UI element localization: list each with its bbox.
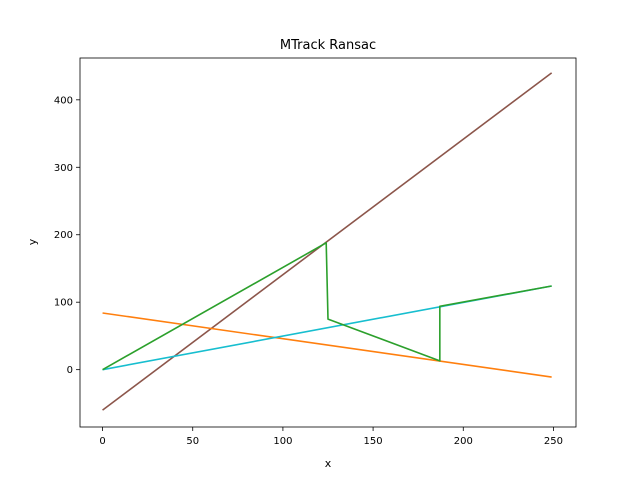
x-axis-ticks: 0 50 100 150 200 250 — [99, 427, 563, 447]
y-axis-label: y — [26, 238, 39, 245]
x-tick-label: 150 — [364, 436, 383, 447]
y-tick-label: 200 — [54, 230, 73, 241]
x-tick-label: 50 — [186, 436, 199, 447]
y-axis-ticks: 0 100 200 300 400 — [54, 95, 80, 376]
chart-title: MTrack Ransac — [280, 38, 376, 53]
series-line-1 — [102, 72, 553, 411]
x-axis-label: x — [325, 457, 332, 470]
y-tick-label: 100 — [54, 298, 73, 309]
x-tick-label: 0 — [99, 436, 105, 447]
y-tick-label: 0 — [67, 365, 73, 376]
x-tick-label: 100 — [273, 436, 292, 447]
y-tick-label: 300 — [54, 163, 73, 174]
x-tick-label: 200 — [454, 436, 473, 447]
plot-frame — [79, 57, 577, 428]
series-line-2 — [102, 312, 552, 378]
x-tick-label: 250 — [544, 436, 563, 447]
series-line-4 — [102, 242, 552, 371]
y-tick-label: 400 — [54, 95, 73, 106]
series-layer — [102, 72, 553, 411]
